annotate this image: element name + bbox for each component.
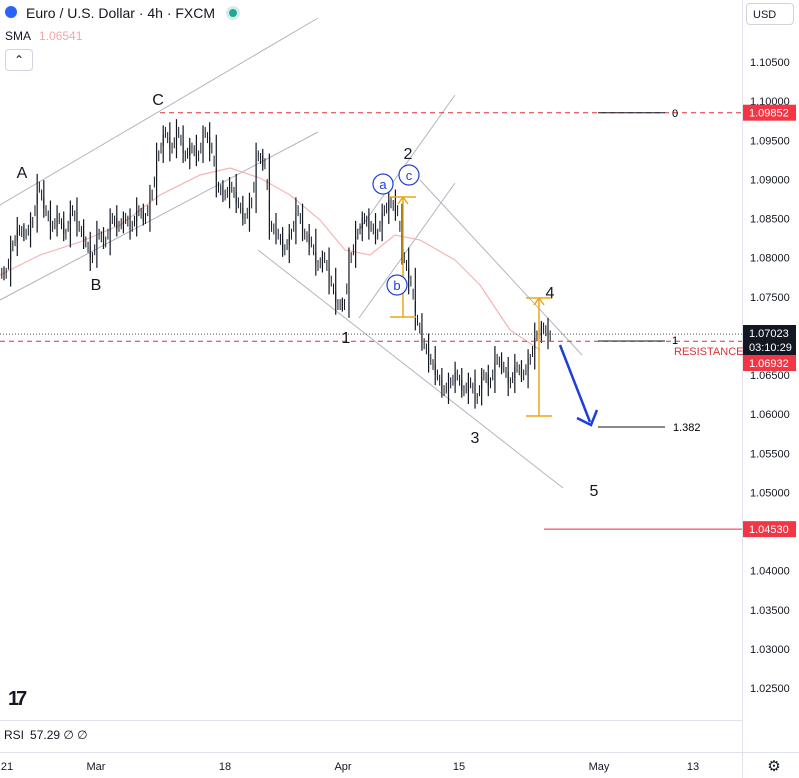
countdown-badge-bg (743, 339, 796, 355)
tradingview-logo[interactable]: 17 (8, 688, 27, 710)
measure-arrow (533, 296, 545, 306)
resistance-label: RESISTANCE (674, 346, 743, 358)
wave-label-3: 3 (471, 430, 480, 447)
price-tick-label: 1.03000 (750, 644, 790, 656)
sma-label: SMA (5, 29, 32, 43)
price-tick-label: 1.07500 (750, 292, 790, 304)
symbol-title[interactable]: Euro / U.S. Dollar · 4h · FXCM (26, 5, 216, 21)
sma-legend[interactable]: SMA 1.06541 (5, 29, 82, 43)
fib-ext-label: 1.382 (673, 422, 701, 434)
current-price-badge: 1.07023 (749, 328, 789, 340)
price-tick-label: 1.05000 (750, 487, 790, 499)
time-tick-label: 13 (687, 761, 699, 773)
currency-button[interactable]: USD (746, 3, 794, 25)
sma-line (0, 167, 541, 351)
sma-value: 1.06541 (39, 29, 83, 43)
subwave-circle (398, 164, 420, 186)
price-tick-label: 1.08500 (750, 214, 790, 226)
subwave-label-c: c (406, 168, 413, 183)
rsi-settings-icons[interactable]: ∅ ∅ (63, 728, 88, 742)
down-arrow (558, 344, 592, 423)
gear-icon[interactable]: ⚙ (767, 758, 781, 775)
wave-label-B: B (91, 277, 102, 294)
time-tick-label: May (589, 761, 610, 773)
fib-zero-badge: 1.09852 (749, 108, 789, 120)
time-tick-label: 15 (453, 761, 465, 773)
time-tick-label: 21 (1, 761, 13, 773)
resistance-badge: 1.06932 (749, 358, 789, 370)
target-badge: 1.04530 (749, 524, 789, 536)
price-tick-label: 1.05500 (750, 448, 790, 460)
channel-line (358, 94, 456, 231)
chevron-up-icon[interactable]: ⌃ (5, 49, 33, 71)
target-badge-bg (743, 521, 796, 538)
channel-line (0, 17, 319, 206)
price-tick-label: 1.02500 (750, 683, 790, 695)
wave-label-1: 1 (342, 330, 351, 347)
price-tick-label: 1.10500 (750, 57, 790, 69)
rsi-legend[interactable]: RSI 57.29 ∅ ∅ (4, 728, 88, 742)
rsi-label: RSI (4, 728, 25, 742)
wave-label-5: 5 (590, 483, 599, 500)
price-tick-label: 1.04000 (750, 566, 790, 578)
symbol-globe-icon (5, 6, 17, 18)
fib-one-label: 1 (672, 335, 678, 347)
countdown-badge: 03:10:29 (749, 342, 792, 354)
rsi-value: 57.29 (30, 728, 61, 742)
subwave-circle (386, 274, 408, 296)
channel-line (419, 179, 583, 356)
price-tick-label: 1.09500 (750, 135, 790, 147)
wave-label-A: A (17, 165, 28, 182)
price-tick-label: 1.06500 (750, 370, 790, 382)
price-tick-label: 1.08000 (750, 253, 790, 265)
current-price-badge-bg (743, 325, 796, 341)
price-tick-label: 1.09000 (750, 174, 790, 186)
wave-label-4: 4 (546, 285, 555, 302)
wave-label-C: C (152, 92, 164, 109)
price-tick-label: 1.06000 (750, 409, 790, 421)
market-open-icon (229, 9, 238, 17)
chart-header: Euro / U.S. Dollar · 4h · FXCM (0, 0, 238, 26)
channel-line (257, 249, 564, 489)
subwave-circle (372, 173, 394, 195)
subwave-label-b: b (393, 278, 400, 293)
subwave-label-a: a (379, 177, 387, 192)
time-tick-label: 18 (219, 761, 231, 773)
price-tick-label: 1.03500 (750, 605, 790, 617)
measure-arrow (397, 195, 409, 205)
time-tick-label: Apr (334, 761, 351, 773)
resistance-badge-bg (743, 355, 796, 371)
wave-label-2: 2 (404, 146, 413, 163)
fib-zero-badge-bg (743, 104, 796, 121)
fib-zero-label: 0 (672, 108, 678, 120)
down-arrow-head (576, 409, 599, 427)
channel-line (358, 182, 456, 319)
time-tick-label: Mar (87, 761, 106, 773)
